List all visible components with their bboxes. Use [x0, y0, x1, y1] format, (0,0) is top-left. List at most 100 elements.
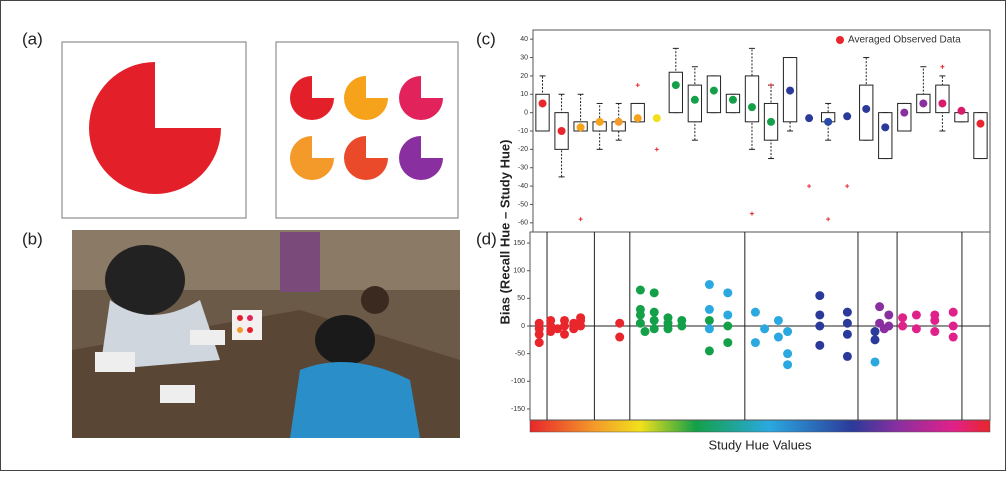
y-tick-label: 20 — [520, 73, 528, 80]
point — [842, 351, 852, 361]
point — [723, 310, 733, 320]
mean-dot — [614, 117, 623, 126]
mean-dot — [690, 95, 699, 104]
y-tick-label: -20 — [518, 146, 528, 153]
point — [773, 332, 783, 342]
panel-label: (b) — [22, 229, 43, 248]
point — [723, 288, 733, 298]
box — [878, 112, 893, 160]
point — [948, 332, 958, 342]
mean-dot — [881, 123, 890, 132]
y-axis-label: Bias (Recall Hue – Study Hue) — [497, 140, 512, 325]
mean-dot — [805, 114, 814, 123]
mean-dot — [900, 108, 909, 117]
y-tick-label: -10 — [518, 128, 528, 135]
box — [935, 84, 950, 114]
mean-dot — [824, 117, 833, 126]
y-tick-label: 100 — [513, 268, 525, 275]
outlier — [578, 217, 583, 222]
point — [663, 324, 673, 334]
mean-dot — [557, 127, 566, 135]
point — [649, 324, 659, 334]
x-axis-label: Study Hue Values — [708, 437, 812, 452]
point — [898, 313, 908, 323]
point — [704, 346, 714, 356]
point — [635, 310, 645, 320]
y-tick-label: 50 — [517, 295, 525, 302]
point — [815, 340, 825, 350]
point — [898, 321, 908, 331]
point — [930, 310, 940, 320]
point — [783, 349, 793, 359]
point — [723, 338, 733, 348]
mean-dot — [976, 119, 985, 128]
box — [668, 71, 683, 114]
panel-label: (c) — [476, 29, 496, 48]
mean-dot — [843, 112, 852, 121]
point — [649, 288, 659, 298]
outlier — [769, 83, 774, 88]
mean-dot — [862, 104, 871, 113]
outlier — [635, 83, 640, 88]
point — [560, 329, 569, 339]
point — [750, 338, 760, 348]
point — [649, 315, 659, 325]
y-tick-label: 10 — [520, 91, 528, 98]
box — [897, 102, 912, 132]
point — [911, 310, 921, 320]
panel-label: (d) — [476, 229, 497, 248]
mean-dot — [767, 117, 776, 126]
point — [723, 321, 733, 331]
point — [677, 321, 687, 331]
pie-stimulus — [89, 62, 221, 194]
point — [704, 280, 714, 290]
point — [884, 321, 894, 331]
y-tick-label: 0 — [524, 109, 528, 116]
photo — [72, 230, 460, 438]
point — [870, 357, 880, 367]
mean-dot — [957, 106, 966, 115]
mean-dot — [633, 114, 642, 123]
stimulus-box — [275, 41, 459, 219]
mean-dot — [786, 86, 795, 95]
legend-marker — [836, 36, 844, 44]
point — [560, 315, 569, 325]
y-tick-label: -60 — [518, 220, 528, 227]
y-tick-label: 30 — [520, 54, 528, 61]
point — [635, 285, 645, 295]
point — [704, 304, 714, 314]
point — [640, 327, 650, 337]
point — [704, 315, 714, 325]
panel-label: (a) — [22, 29, 43, 48]
outlier — [845, 184, 850, 189]
mean-dot — [652, 114, 661, 123]
point — [815, 321, 825, 331]
outlier — [654, 147, 659, 152]
point — [815, 291, 825, 301]
point — [842, 329, 852, 339]
y-tick-label: -30 — [518, 165, 528, 172]
point — [948, 307, 958, 317]
y-tick-label: -150 — [511, 406, 525, 413]
y-tick-label: -50 — [515, 350, 525, 357]
box — [973, 112, 988, 160]
point — [875, 302, 885, 312]
point — [815, 310, 825, 320]
point — [649, 307, 659, 317]
mean-dot — [576, 123, 585, 132]
point — [546, 315, 556, 325]
y-tick-label: 40 — [520, 36, 528, 43]
outlier — [826, 217, 831, 222]
point — [615, 318, 625, 328]
point — [534, 338, 544, 348]
point — [576, 313, 586, 323]
mean-dot — [728, 95, 737, 104]
point — [783, 327, 793, 337]
y-tick-label: 0 — [521, 323, 525, 330]
point — [569, 318, 579, 328]
mean-dot — [709, 86, 718, 95]
point — [760, 324, 770, 334]
small-stimuli — [290, 76, 443, 180]
mean-dot — [671, 81, 680, 90]
